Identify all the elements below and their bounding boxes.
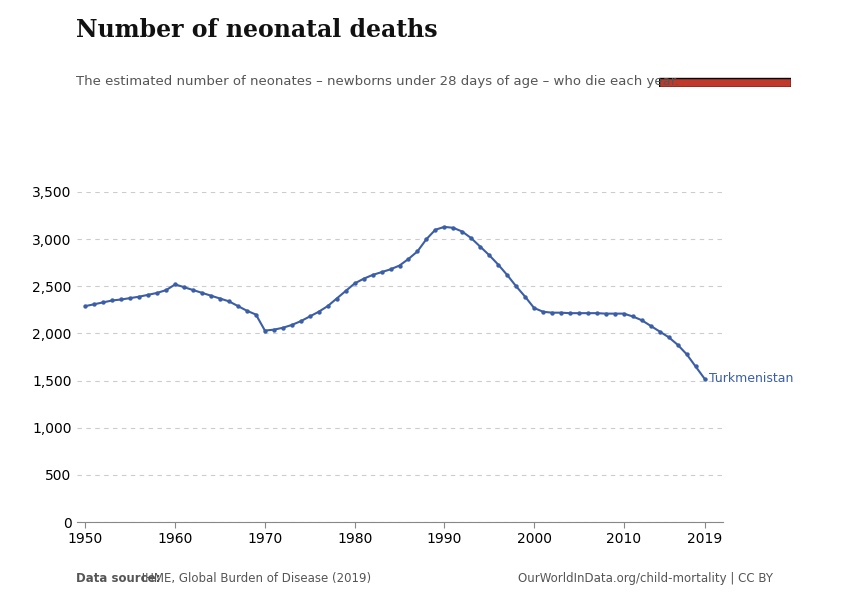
Point — [590, 308, 604, 318]
Point — [402, 254, 416, 264]
Point — [564, 308, 577, 318]
Point — [473, 242, 487, 251]
Point — [375, 268, 388, 277]
Point — [527, 303, 541, 313]
Point — [483, 250, 496, 260]
Point — [133, 292, 146, 301]
Point — [536, 307, 550, 317]
Point — [231, 301, 245, 311]
Point — [241, 306, 254, 316]
Point — [518, 292, 532, 301]
Point — [581, 308, 595, 318]
Point — [105, 296, 119, 305]
Point — [196, 288, 209, 298]
Text: Data source:: Data source: — [76, 572, 161, 585]
Point — [357, 274, 371, 284]
Point — [150, 288, 164, 298]
Point — [545, 308, 558, 317]
Point — [141, 290, 155, 299]
Point — [662, 332, 676, 342]
Point — [339, 286, 353, 296]
Point — [698, 374, 711, 383]
Point — [303, 311, 316, 321]
Point — [249, 310, 263, 319]
Point — [411, 247, 424, 256]
Point — [688, 362, 702, 371]
Point — [321, 301, 335, 311]
Point — [88, 299, 101, 309]
Point — [330, 294, 343, 304]
Point — [222, 296, 235, 306]
Point — [294, 316, 308, 326]
Point — [160, 285, 173, 295]
Point — [123, 293, 137, 303]
Point — [204, 291, 218, 301]
Point — [276, 323, 290, 332]
Text: Number of neonatal deaths: Number of neonatal deaths — [76, 18, 438, 42]
Point — [572, 308, 586, 318]
Point — [267, 325, 280, 334]
Point — [464, 233, 478, 243]
Point — [115, 295, 128, 304]
Point — [393, 261, 406, 271]
Point — [599, 309, 613, 319]
FancyBboxPatch shape — [659, 78, 790, 87]
Point — [617, 309, 631, 319]
Point — [186, 285, 200, 295]
Text: in Data: in Data — [700, 52, 750, 65]
Point — [366, 270, 379, 280]
Text: IHME, Global Burden of Disease (2019): IHME, Global Burden of Disease (2019) — [138, 572, 371, 585]
Point — [644, 321, 658, 331]
Point — [312, 307, 326, 317]
Point — [285, 320, 298, 330]
Text: Our World: Our World — [689, 29, 760, 42]
Point — [383, 265, 397, 274]
Point — [635, 316, 649, 325]
Point — [168, 280, 182, 289]
Point — [626, 311, 639, 321]
Text: The estimated number of neonates – newborns under 28 days of age – who die each : The estimated number of neonates – newbo… — [76, 75, 680, 88]
Point — [213, 294, 227, 304]
Point — [258, 326, 272, 335]
Point — [420, 235, 434, 244]
Point — [348, 278, 361, 288]
Text: Turkmenistan: Turkmenistan — [709, 372, 793, 385]
Point — [97, 298, 110, 307]
Point — [653, 327, 666, 337]
Point — [428, 225, 442, 235]
Point — [79, 301, 93, 311]
Point — [438, 222, 451, 232]
Point — [456, 227, 469, 236]
Point — [608, 309, 621, 319]
Point — [671, 340, 684, 350]
Point — [446, 223, 460, 233]
Point — [554, 308, 568, 317]
Point — [501, 270, 514, 280]
Point — [178, 283, 191, 292]
Point — [509, 281, 523, 291]
Point — [680, 349, 694, 359]
Text: OurWorldInData.org/child-mortality | CC BY: OurWorldInData.org/child-mortality | CC … — [518, 572, 774, 585]
Point — [491, 260, 505, 269]
